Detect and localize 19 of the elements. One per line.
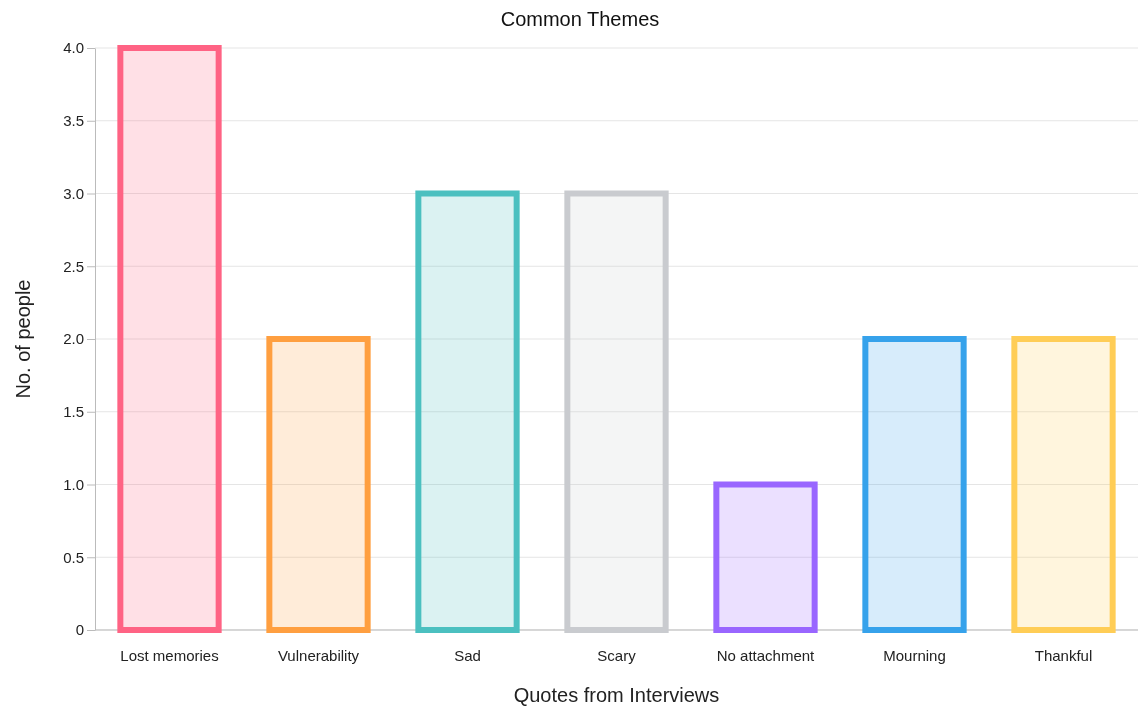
x-axis-title: Quotes from Interviews: [513, 684, 720, 706]
y-tick-label: 2.0: [63, 330, 84, 348]
x-tick-label: Thankful: [1034, 646, 1093, 664]
x-tick-label: Scary: [597, 646, 637, 664]
y-tick-label: 2.5: [63, 257, 84, 275]
y-tick-label: 0.5: [63, 548, 84, 566]
y-tick-label: 1.5: [63, 403, 84, 421]
x-tick-label: Sad: [454, 646, 481, 664]
y-tick-label: 0: [75, 621, 84, 639]
y-tick-label: 4.0: [63, 39, 84, 57]
x-tick-label: No attachment: [716, 646, 816, 664]
chart-title: Common Themes: [500, 8, 660, 30]
y-axis-title: No. of people: [12, 279, 34, 399]
y-tick-label: 3.5: [63, 112, 84, 130]
x-tick-label: Lost memories: [120, 646, 219, 664]
x-tick-label: Vulnerability: [277, 646, 360, 664]
y-tick-label: 1.0: [63, 475, 84, 493]
x-tick-label: Mourning: [883, 646, 946, 664]
y-tick-label: 3.0: [63, 184, 84, 202]
